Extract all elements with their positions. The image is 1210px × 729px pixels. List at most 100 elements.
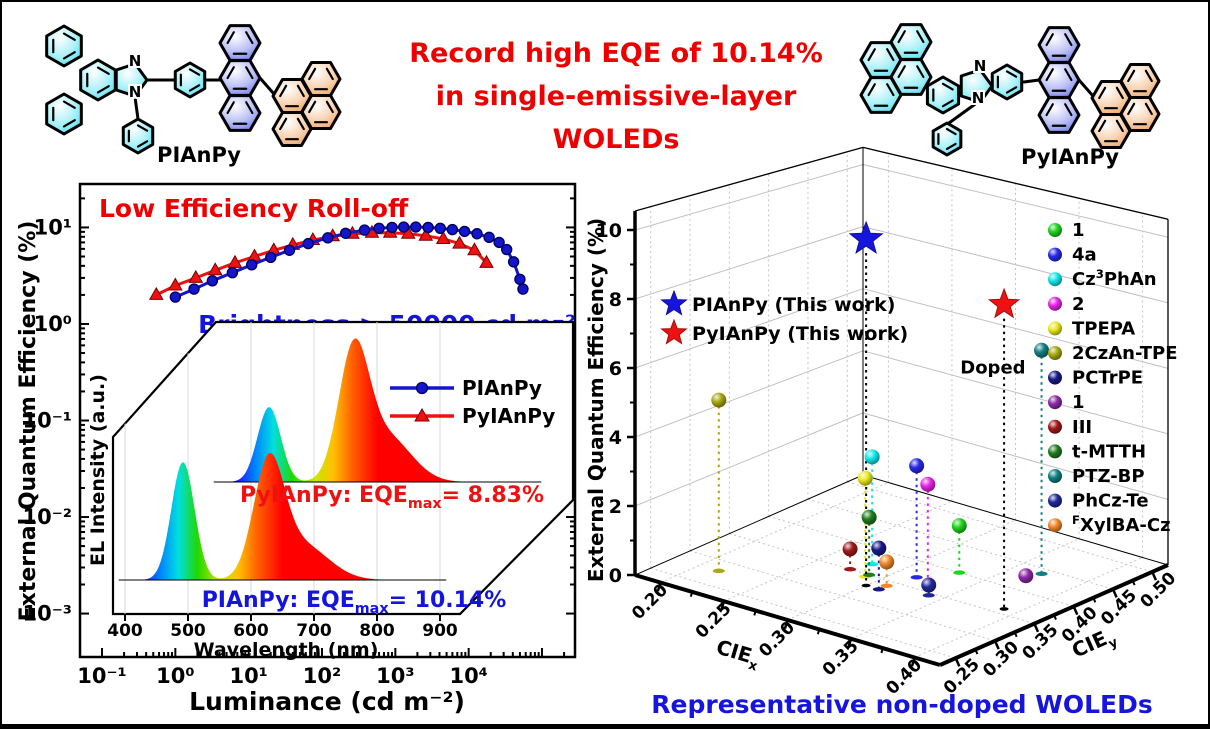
headline: Record high EQE of 10.14% in single-emis… [394, 32, 838, 161]
data-point-sphere [951, 518, 967, 534]
y-tick-label: 10⁻² [22, 505, 72, 529]
data-point-sphere [842, 541, 858, 557]
wall-gridline [634, 412, 864, 507]
aromatic-ring [1037, 26, 1081, 64]
data-point-sphere [879, 554, 895, 570]
double-bond [296, 84, 305, 98]
double-bond [136, 140, 149, 148]
legend-label: PyIAnPy (This work) [692, 323, 908, 345]
bond [1022, 78, 1041, 84]
legend-sphere [1048, 395, 1062, 410]
aromatic-ring [889, 23, 933, 61]
double-bond [1005, 70, 1018, 78]
eqe-axis-title: External Quantum Efficiency (%) [584, 218, 608, 582]
double-bond [62, 119, 76, 128]
double-bond [1115, 119, 1124, 133]
legend-star [660, 289, 688, 316]
ciex-minor-tick [689, 591, 694, 597]
legend-sphere [1048, 469, 1062, 483]
aromatic-ring [218, 94, 262, 132]
data-marker-triangle [435, 230, 451, 244]
el-spectra-inset: 400 500 600 700 800 900 Wavelength (nm) EL Inte… [87, 320, 575, 661]
inset-x-tick-label: 800 [359, 621, 395, 641]
eqe-tick-label: 4 [609, 427, 622, 449]
nitrogen-label: N [129, 52, 142, 70]
double-bond [245, 66, 254, 80]
point-floor-marker [866, 562, 879, 567]
data-marker-circle [322, 232, 334, 244]
ciey-minor-tick [1053, 614, 1057, 620]
data-marker-triangle [467, 242, 482, 256]
data-marker-circle [500, 243, 513, 256]
floor-dotted [729, 533, 1035, 625]
double-bond [1045, 103, 1054, 117]
x-axis-title: Luminance (cd m⁻²) [189, 687, 465, 716]
double-bond [62, 100, 76, 109]
double-bond [226, 31, 235, 45]
plot-frame [78, 182, 577, 659]
ciex-tick [847, 638, 853, 648]
legend-sphere [1048, 346, 1062, 360]
data-marker-triangle [207, 262, 223, 276]
annotation-eqe-pyianpy: PyIAnPy: EQEmax= 8.83% [240, 483, 544, 512]
floor-dotted [689, 550, 996, 642]
ciex-tick-label: 0.20 [628, 580, 672, 624]
this-work-legend: PIAnPy (This work) PyIAnPy (This work) [660, 289, 908, 345]
double-bond [279, 117, 288, 131]
inset-x-tick-label: 700 [296, 621, 332, 641]
data-marker-circle [471, 228, 483, 240]
double-bond [245, 31, 254, 45]
eqe-tick-label: 2 [609, 496, 622, 518]
imidazole-ring [959, 68, 994, 104]
wall-gridline [634, 350, 864, 438]
inset-x-tick-label: 600 [233, 621, 269, 641]
box-edge [862, 474, 1169, 566]
ciex-tick [910, 657, 916, 667]
x-tick-label: 10⁴ [449, 664, 487, 688]
legend-label: PyIAnPy [462, 404, 555, 428]
wall-gridline [862, 412, 1169, 500]
data-marker-circle [265, 251, 277, 264]
floor-dotted [660, 482, 889, 583]
star-floor-marker [999, 607, 1009, 611]
molecule-name: PyIAnPy [1021, 145, 1119, 169]
data-marker-circle [188, 283, 200, 295]
molecule-pyianpy: NN PyIAnPy [859, 23, 1161, 169]
double-bond [897, 30, 906, 44]
double-bond [1098, 119, 1107, 133]
ciey-tick [1033, 623, 1040, 633]
data-marker-circle [226, 266, 239, 279]
double-bond [886, 48, 895, 62]
point-floor-marker [872, 587, 885, 592]
double-bond [1064, 68, 1073, 82]
ciex-tick [783, 619, 789, 629]
data-marker-triangle [479, 254, 494, 268]
double-bond [867, 83, 876, 97]
data-point-sphere [921, 577, 937, 593]
legend-label: 4a [1072, 245, 1097, 266]
legend-label: 2 [1072, 294, 1085, 315]
legend-sphere [1048, 272, 1062, 287]
point-floor-marker [880, 583, 893, 589]
aromatic-ring [300, 61, 342, 97]
this-work-star [987, 287, 1021, 319]
double-bond [188, 84, 201, 92]
double-bond [1144, 69, 1153, 83]
molecule-pianpy: NN PIAnPy [45, 24, 342, 167]
data-marker-triangle [188, 269, 204, 283]
double-bond [226, 101, 235, 115]
data-marker-circle [514, 273, 526, 286]
legend-star [660, 318, 688, 345]
molecule-name: PIAnPy [157, 143, 241, 167]
data-point-sphere [1034, 342, 1050, 358]
legend-label: PTZ-BP [1072, 466, 1145, 487]
double-bond [245, 101, 254, 115]
data-marker-circle [169, 291, 182, 303]
double-bond [279, 84, 288, 98]
double-bond [886, 83, 895, 97]
floor-dotted [914, 557, 1143, 658]
